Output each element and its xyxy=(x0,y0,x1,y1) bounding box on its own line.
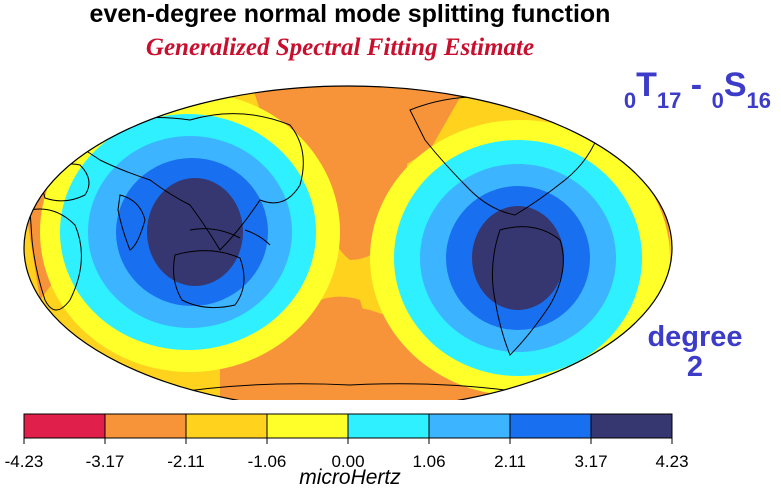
coastline-australia xyxy=(173,250,245,309)
coastline-india xyxy=(117,194,146,251)
mode-label: 0T17 - 0S16 xyxy=(624,66,771,113)
degree-value: 2 xyxy=(686,351,704,383)
t-letter: T xyxy=(636,66,657,104)
splitting-function-map xyxy=(23,85,673,400)
degree-word: degree xyxy=(647,321,743,353)
t-index: 17 xyxy=(656,88,682,113)
s-index: 16 xyxy=(746,88,771,113)
colorbar-tick-label: 2.11 xyxy=(494,452,526,471)
colorbar-tick-label: 4.23 xyxy=(655,452,689,471)
colorbar-tick-label: -3.17 xyxy=(85,452,125,471)
s-letter: S xyxy=(723,66,747,104)
figure-title: even-degree normal mode splitting functi… xyxy=(89,0,611,28)
s-overtone: 0 xyxy=(711,88,724,113)
coastline-indonesia xyxy=(189,228,271,246)
colorbar-tick-label: -4.23 xyxy=(4,452,44,471)
central-band-south xyxy=(300,296,365,400)
coastline-asia xyxy=(69,113,304,251)
colorbar-tick-label: 0.00 xyxy=(331,452,365,471)
colorbar-segment xyxy=(266,413,349,439)
colorbar-tick-label: -1.06 xyxy=(247,452,287,471)
coastline-south-america xyxy=(491,226,564,356)
colorbar-tick-label: 1.06 xyxy=(412,452,446,471)
colorbar-segment xyxy=(428,413,511,439)
coastline-antarctica xyxy=(159,383,541,396)
map-outline xyxy=(23,85,673,400)
colorbar-segment xyxy=(590,413,673,439)
coastline-greenland xyxy=(579,93,626,119)
map-contours xyxy=(24,86,672,400)
coastline-africa xyxy=(29,208,82,311)
mode-separator: - xyxy=(681,66,712,104)
west-anomaly-level4 xyxy=(147,178,243,286)
t-overtone: 0 xyxy=(623,88,637,113)
colorbar-unit: microHertz xyxy=(299,466,401,489)
degree-label: degree 2 xyxy=(630,322,760,382)
colorbar-tick-label: -2.11 xyxy=(167,452,205,471)
colorbar-segment xyxy=(185,413,268,439)
colorbar-tick-label: 3.17 xyxy=(574,452,608,471)
colorbar-segment xyxy=(23,413,106,439)
colorbar-segment xyxy=(104,413,187,439)
colorbar xyxy=(23,413,673,444)
east-anomaly-level4 xyxy=(472,206,564,310)
figure-subtitle: Generalized Spectral Fitting Estimate xyxy=(145,34,535,61)
colorbar-segment xyxy=(347,413,430,439)
colorbar-segment xyxy=(509,413,592,439)
